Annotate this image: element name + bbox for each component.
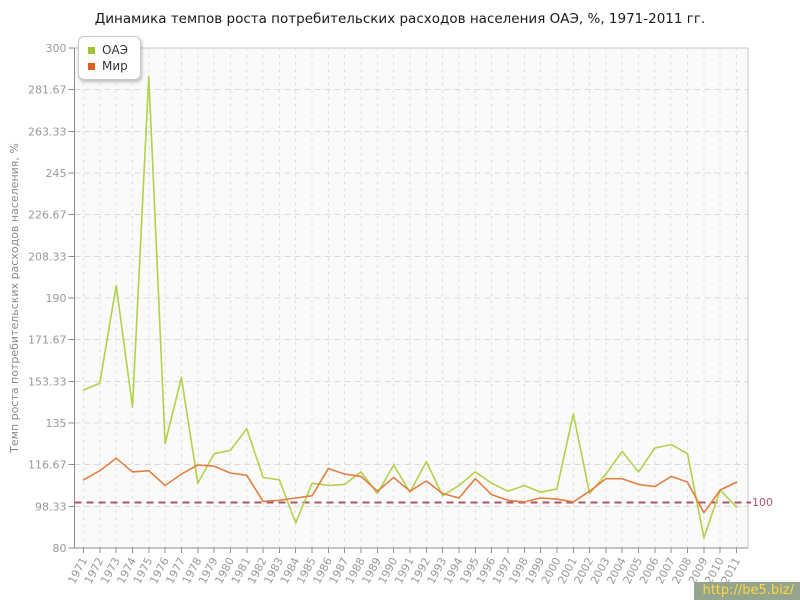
chart-title: Динамика темпов роста потребительских ра… bbox=[94, 11, 706, 27]
svg-text:263.33: 263.33 bbox=[28, 125, 67, 138]
y-tick-labels: 80 98.33 116.67 135 153.33 171.67 190 208.33 226… bbox=[28, 42, 67, 555]
svg-text:116.67: 116.67 bbox=[28, 459, 67, 472]
svg-text:80: 80 bbox=[53, 542, 67, 555]
svg-text:281.67: 281.67 bbox=[28, 84, 67, 97]
reference-line-label: 100 bbox=[752, 495, 773, 509]
axes bbox=[68, 47, 748, 553]
svg-text:208.33: 208.33 bbox=[28, 250, 67, 263]
legend-swatch-icon bbox=[88, 62, 95, 70]
svg-text:245: 245 bbox=[46, 167, 67, 180]
x-tick-labels: 1971197219731974197519761977197819791980… bbox=[66, 555, 744, 586]
series-line-0 bbox=[82, 75, 738, 539]
watermark-link[interactable]: http://be5.biz/ bbox=[694, 582, 800, 600]
svg-text:98.33: 98.33 bbox=[35, 500, 67, 513]
legend-item-0[interactable]: ОАЭ bbox=[88, 42, 128, 58]
svg-text:190: 190 bbox=[46, 292, 67, 305]
svg-text:226.67: 226.67 bbox=[28, 209, 67, 222]
y-axis-title: Темп роста потребительских расходов насе… bbox=[8, 143, 21, 453]
svg-text:171.67: 171.67 bbox=[28, 334, 67, 347]
svg-text:300: 300 bbox=[46, 42, 67, 55]
legend-item-1[interactable]: Мир bbox=[88, 58, 128, 74]
legend-item-label: Мир bbox=[102, 59, 128, 73]
legend-swatch-icon bbox=[88, 46, 95, 54]
svg-text:153.33: 153.33 bbox=[28, 375, 67, 388]
legend-item-label: ОАЭ bbox=[102, 43, 129, 57]
series-line-1 bbox=[82, 457, 738, 514]
svg-text:135: 135 bbox=[46, 417, 67, 430]
legend: ОАЭ Мир bbox=[78, 36, 142, 80]
